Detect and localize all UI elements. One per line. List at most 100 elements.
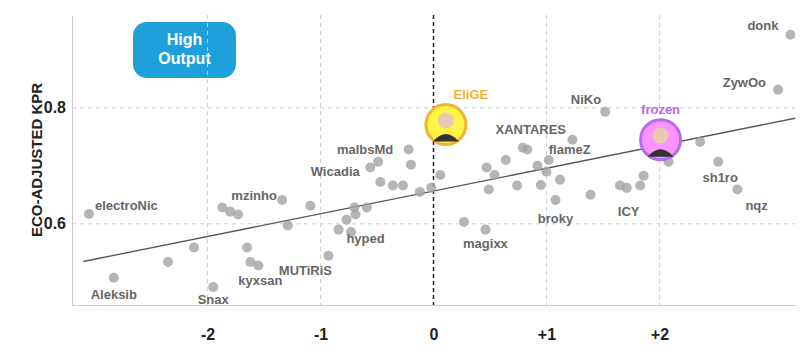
point-label: NiKo — [571, 92, 601, 107]
point-label: Snax — [198, 292, 230, 307]
point — [490, 170, 500, 180]
point-label: MUTiRiS — [279, 263, 333, 278]
grid-line-x — [320, 15, 321, 305]
point — [415, 187, 425, 197]
point-label: Wicadia — [311, 164, 361, 179]
shoulders-icon — [648, 149, 674, 157]
point — [342, 215, 352, 225]
point-label: malbsMd — [337, 142, 393, 157]
point — [163, 257, 173, 267]
point — [732, 185, 742, 195]
point — [84, 209, 94, 219]
point — [283, 221, 293, 231]
point — [635, 181, 645, 191]
y-axis-line — [72, 16, 73, 306]
y-tick-label: 0.6 — [44, 215, 66, 232]
point-label: ICY — [618, 204, 640, 219]
point-label: Aleksib — [91, 287, 137, 302]
face-icon — [653, 128, 669, 144]
point — [375, 177, 385, 187]
point — [242, 243, 252, 253]
highlight-point — [641, 120, 681, 160]
x-tick: 0 — [430, 305, 439, 343]
point — [785, 30, 795, 40]
point-label: electroNic — [95, 198, 158, 213]
point-label: broky — [538, 211, 574, 226]
y-axis-title: ECO-ADJUSTED KPR — [28, 83, 45, 237]
point — [480, 225, 490, 235]
point-label: mzinho — [231, 188, 277, 203]
point-labels: donk ZywOo NiKo frozen EliGE XANTARES flameZ sh… — [91, 18, 780, 307]
plot-area — [83, 30, 795, 292]
x-tick-label: -1 — [314, 326, 328, 343]
point — [551, 195, 561, 205]
x-axis: -2 -1 0 +1 +2 — [73, 305, 796, 343]
chart: HighOutput -2 -1 0 +1 +2 0.6 0.8ECO-ADJUSTED KP… — [0, 0, 800, 354]
point — [586, 190, 596, 200]
point — [349, 203, 359, 213]
point-label: nqz — [745, 198, 768, 213]
point — [109, 273, 119, 283]
point — [277, 195, 287, 205]
point-label: XANTARES — [495, 122, 566, 137]
face-icon — [438, 113, 454, 129]
point-label: ZywOo — [723, 75, 766, 90]
point-label: magixx — [463, 236, 509, 251]
x-tick-label: +1 — [538, 326, 556, 343]
point — [501, 155, 511, 165]
point-label: kyxsan — [238, 273, 282, 288]
x-tick-label: +2 — [651, 326, 669, 343]
x-axis-line — [73, 305, 796, 306]
x-tick: +2 — [651, 305, 669, 343]
trend-line — [83, 118, 795, 261]
point — [404, 145, 414, 155]
point — [233, 210, 243, 220]
x-tick-label: -2 — [201, 326, 215, 343]
point — [245, 257, 255, 267]
point — [426, 183, 436, 193]
point — [541, 167, 551, 177]
point — [773, 85, 783, 95]
point — [713, 157, 723, 167]
annotation-badge: HighOutput — [133, 22, 236, 78]
point — [189, 243, 199, 253]
grid-line-x — [433, 15, 435, 305]
point — [555, 175, 565, 185]
x-tick: -2 — [201, 305, 215, 343]
point — [695, 137, 705, 147]
point — [208, 282, 218, 292]
point — [323, 251, 333, 261]
x-tick: -1 — [314, 305, 328, 343]
x-tick-label: 0 — [430, 326, 439, 343]
highlight-point — [426, 105, 466, 145]
point — [484, 185, 494, 195]
point — [435, 170, 445, 180]
point-label: EliGE — [454, 87, 489, 102]
point-label: sh1ro — [702, 170, 737, 185]
point — [426, 105, 466, 145]
point — [536, 180, 546, 190]
y-tick-label: 0.8 — [44, 99, 66, 116]
point-label: donk — [747, 18, 779, 33]
point — [459, 217, 469, 227]
point — [388, 181, 398, 191]
y-tick: 0.6 — [44, 215, 72, 232]
point-label: hyped — [346, 231, 384, 246]
x-tick: +1 — [538, 305, 556, 343]
y-tick: 0.8 — [44, 99, 72, 116]
annotation: HighOutput — [158, 31, 211, 67]
grid-line-x — [207, 15, 208, 305]
point — [641, 120, 681, 160]
point — [305, 201, 315, 211]
point — [532, 161, 542, 171]
point — [398, 181, 408, 191]
point — [362, 203, 372, 213]
point — [406, 160, 416, 170]
point — [373, 157, 383, 167]
point — [600, 107, 610, 117]
point — [639, 171, 649, 181]
point-label: flameZ — [549, 142, 591, 157]
point-label: frozen — [641, 102, 680, 117]
point — [334, 225, 344, 235]
grid-line-y — [72, 223, 795, 224]
